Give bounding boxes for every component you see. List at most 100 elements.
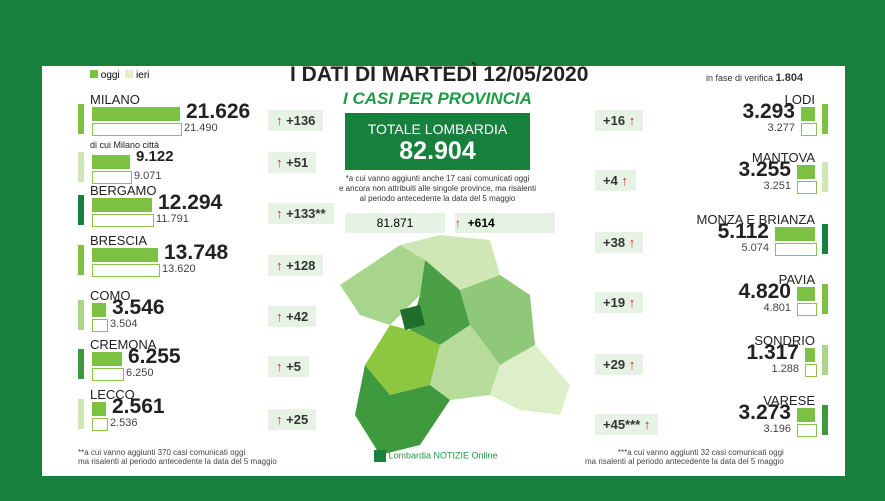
today-value: 9.122 <box>136 148 174 165</box>
today-bar <box>805 348 815 362</box>
text-line: ma risalenti al periodo antecedente la d… <box>585 457 784 466</box>
yesterday-bar <box>797 303 817 316</box>
arrow: ↑ <box>276 258 283 273</box>
map <box>340 235 570 455</box>
arrow: ↑ <box>643 417 651 432</box>
yesterday-bar <box>775 243 817 256</box>
province-name: BERGAMO <box>90 183 157 198</box>
province-name: MONZA E BRIANZA <box>696 212 815 227</box>
today-bar <box>92 303 106 317</box>
side-bar <box>78 245 84 275</box>
change-value: +45*** <box>603 417 641 432</box>
today-value: 3.293 <box>742 100 795 123</box>
total-note: *a cui vanno aggiunti anche 17 casi comu… <box>300 174 575 204</box>
yesterday-value: 9.071 <box>134 170 162 182</box>
text-line: **a cui vanno aggiunti 370 casi comunica… <box>78 448 246 457</box>
yesterday-bar <box>797 181 817 194</box>
map-region <box>340 245 425 325</box>
yesterday-value: 4.801 <box>763 302 791 314</box>
today-bar <box>92 155 130 169</box>
change-box: ↑ +5 <box>268 356 309 377</box>
change-box: +16 ↑ <box>595 110 644 131</box>
side-bar <box>78 349 84 379</box>
pending: in fase di verifica 1.804 <box>706 72 803 84</box>
today-value: 2.561 <box>112 395 165 418</box>
today-value: 4.820 <box>738 280 791 303</box>
yesterday-bar <box>92 368 124 381</box>
change-box: ↑ +51 <box>268 152 317 173</box>
map-region <box>400 305 425 330</box>
arrow: ↑ <box>276 155 283 170</box>
arrow: ↑ <box>628 295 636 310</box>
side-bar <box>822 405 828 435</box>
today-bar <box>92 198 152 212</box>
today-value: 6.255 <box>128 345 181 368</box>
change-value: +42 <box>286 309 309 324</box>
change-value: +29 <box>603 357 626 372</box>
change-value: +16 <box>603 113 626 128</box>
side-bar <box>78 152 84 182</box>
yesterday-value: 13.620 <box>162 263 196 275</box>
today-bar <box>92 402 106 416</box>
province-name: di cui Milano città <box>90 140 160 150</box>
province-name: COMO <box>90 288 131 303</box>
text-line: al periodo antecedente la data del 5 mag… <box>359 194 516 203</box>
change-value: +38 <box>603 235 626 250</box>
today-value: 21.626 <box>186 100 251 123</box>
change-value: +133** <box>286 206 326 221</box>
change-value: +4 <box>603 173 618 188</box>
change-box: +19 ↑ <box>595 292 644 313</box>
yesterday-bar <box>805 364 817 377</box>
today-bar <box>775 227 815 241</box>
today-value: 13.748 <box>164 241 229 264</box>
yesterday-bar <box>801 123 817 136</box>
change-value: +5 <box>286 359 301 374</box>
today-bar <box>797 287 815 301</box>
today-value: 3.255 <box>738 158 791 181</box>
logo-text: Lombardia NOTIZIE Online <box>388 450 498 461</box>
map-region <box>355 365 450 455</box>
arrow: ↑ <box>621 173 628 188</box>
text-line: *a cui vanno aggiunti anche 17 casi comu… <box>345 174 530 183</box>
arrow: ↑ <box>628 235 636 250</box>
today-value: 5.112 <box>717 220 769 243</box>
side-bar <box>822 284 828 314</box>
map-region <box>365 325 440 395</box>
today-bar <box>801 107 815 121</box>
total-change: +614 <box>467 216 495 230</box>
yesterday-value: 3.196 <box>763 423 791 435</box>
side-bar <box>822 104 828 134</box>
yesterday-value: 11.791 <box>156 213 189 225</box>
yesterday-bar <box>92 319 108 332</box>
legend: oggi ieri <box>90 70 149 81</box>
arrow: ↑ <box>276 359 283 374</box>
yesterday-bar <box>92 214 154 227</box>
yesterday-value: 3.277 <box>767 122 795 134</box>
today-value: 1.317 <box>746 341 799 364</box>
total-box: TOTALE LOMBARDIA 82.904 <box>345 113 530 170</box>
total-change-box: ↑ +614 <box>455 213 555 233</box>
text-line: e ancora non attribuiti alle singole pro… <box>339 184 536 193</box>
change-box: +38 ↑ <box>595 232 644 253</box>
yesterday-bar <box>92 264 160 277</box>
arrow: ↑ <box>276 206 283 221</box>
total-yesterday: 81.871 <box>345 213 445 233</box>
side-bar <box>822 345 828 375</box>
subtitle: I CASI PER PROVINCIA <box>343 89 532 108</box>
side-bar <box>78 195 84 225</box>
yesterday-bar <box>797 424 817 437</box>
yesterday-value: 3.251 <box>763 180 791 192</box>
today-value: 3.273 <box>738 401 791 424</box>
change-box: ↑ +133** <box>268 203 334 224</box>
yesterday-bar <box>92 418 108 431</box>
change-box: ↑ +42 <box>268 306 317 327</box>
arrow: ↑ <box>628 357 636 372</box>
change-value: +136 <box>286 113 316 128</box>
side-bar <box>822 162 828 192</box>
map-region <box>490 345 570 415</box>
yesterday-bar <box>92 171 132 184</box>
province-name: LODI <box>784 92 815 107</box>
province-name: SONDRIO <box>754 333 815 348</box>
text-line: ma risalenti al periodo antecedente la d… <box>78 457 277 466</box>
